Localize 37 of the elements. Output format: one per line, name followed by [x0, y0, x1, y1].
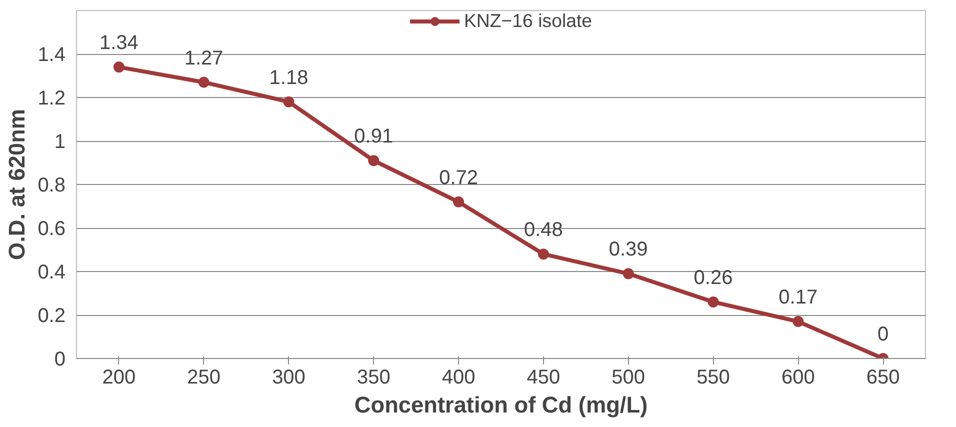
- point: [792, 316, 804, 328]
- data-label: 0.26: [694, 266, 733, 289]
- point: [283, 96, 294, 108]
- point: [368, 155, 380, 166]
- point: [538, 248, 549, 260]
- data-label: 1.18: [269, 66, 308, 89]
- point: [453, 196, 464, 208]
- data-label: 0.72: [439, 166, 478, 189]
- x-tick-label: 250: [187, 366, 221, 388]
- point: [113, 62, 124, 73]
- x-tick-label: 300: [272, 366, 306, 388]
- point: [198, 76, 210, 88]
- y-tick-label: 1.2: [38, 88, 66, 110]
- y-tick-label: 1: [54, 131, 66, 153]
- y-tick-label: 1.4: [38, 44, 66, 66]
- x-tick-label: 550: [696, 366, 730, 388]
- data-label: 1.34: [99, 32, 138, 54]
- legend-label: KNZ−16 isolate: [464, 10, 592, 32]
- x-tick-label: 200: [102, 366, 136, 388]
- y-tick-label: 0.2: [38, 305, 66, 327]
- data-label: 0.39: [608, 238, 648, 261]
- point: [622, 268, 634, 280]
- x-tick-label: 500: [612, 366, 646, 388]
- data-label: 0: [877, 324, 889, 346]
- y-tick-label: 0.4: [38, 262, 66, 284]
- x-tick-label: 600: [781, 366, 815, 388]
- y-tick-label: 0.8: [38, 174, 66, 196]
- x-tick-label: 400: [442, 366, 476, 388]
- point: [708, 296, 719, 308]
- x-tick-label: 650: [866, 366, 900, 388]
- x-axis-title: Concentration of Cd (mg/L): [354, 392, 648, 418]
- y-axis-title: O.D. at 620nm: [4, 108, 30, 260]
- y-tick-label: 0.6: [38, 218, 66, 240]
- y-tick-label: 0: [54, 348, 66, 370]
- data-label: 0.17: [778, 286, 818, 309]
- x-tick-label: 350: [356, 366, 390, 388]
- x-tick-label: 450: [526, 366, 560, 388]
